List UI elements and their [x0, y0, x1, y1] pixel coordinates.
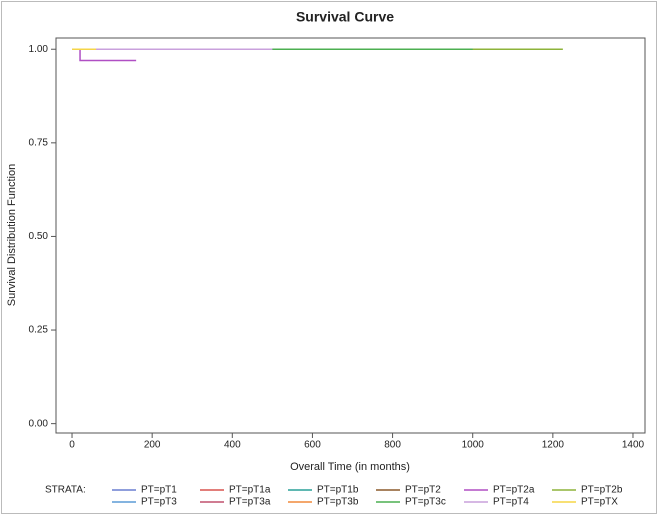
y-tick-label: 1.00	[29, 44, 49, 55]
x-tick-label: 400	[224, 440, 241, 451]
plot-frame	[55, 37, 646, 434]
x-tick-label: 1200	[542, 440, 565, 451]
x-axis-title: Overall Time (in months)	[290, 461, 410, 473]
legend-label: PT=pTX	[581, 497, 618, 508]
x-tick-label: 800	[384, 440, 401, 451]
legend-label: PT=pT2	[405, 485, 441, 496]
y-tick-label: 0.50	[29, 231, 49, 242]
y-tick-label: 0.25	[29, 325, 49, 336]
x-tick-label: 1000	[462, 440, 485, 451]
legend-label: PT=pT3	[141, 497, 177, 508]
legend-label: PT=pT1b	[317, 485, 359, 496]
chart-title: Survival Curve	[296, 9, 394, 25]
x-tick-label: 200	[144, 440, 161, 451]
legend-label: PT=pT1a	[229, 485, 271, 496]
legend-label: PT=pT1	[141, 485, 177, 496]
y-tick-label: 0.00	[29, 418, 49, 429]
x-tick-label: 1400	[622, 440, 645, 451]
y-tick-label: 0.75	[29, 137, 49, 148]
legend-label: PT=pT2b	[581, 485, 623, 496]
x-tick-label: 0	[69, 440, 75, 451]
y-axis-title: Survival Distribution Function	[6, 164, 18, 306]
legend-label: PT=pT3a	[229, 497, 271, 508]
x-tick-label: 600	[304, 440, 321, 451]
legend-label: PT=pT3b	[317, 497, 359, 508]
legend-title: STRATA:	[45, 485, 86, 496]
legend-label: PT=pT4	[493, 497, 529, 508]
legend-label: PT=pT2a	[493, 485, 535, 496]
legend-label: PT=pT3c	[405, 497, 446, 508]
